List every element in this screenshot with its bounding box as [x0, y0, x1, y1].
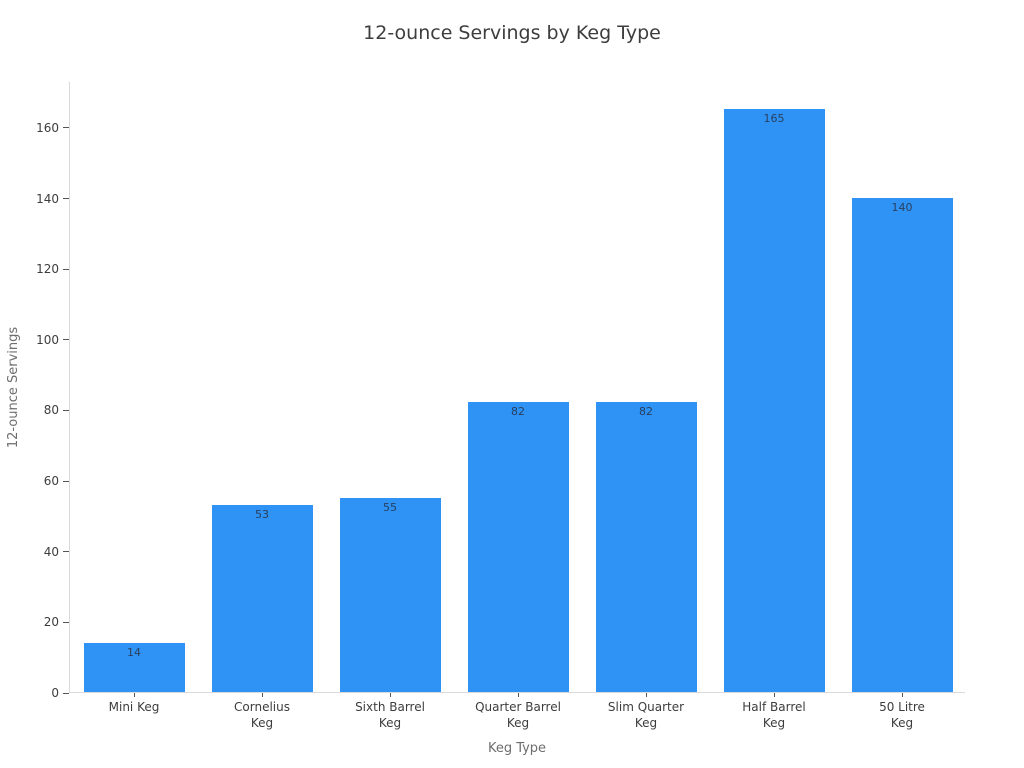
x-tick-label: Slim Quarter Keg — [607, 700, 685, 730]
x-tick-mark — [645, 693, 647, 697]
y-tick-mark — [63, 127, 69, 129]
y-tick-label: 60 — [43, 474, 59, 489]
bar-mini-keg: 14 — [83, 642, 185, 692]
x-tick-mark — [389, 693, 391, 697]
bar-slim-quarter-keg: 82 — [595, 402, 697, 692]
bar-quarter-barrel-keg: 82 — [467, 402, 569, 692]
bar-value-label: 165 — [763, 112, 785, 126]
y-axis-title-wrap: 12-ounce Servings — [0, 82, 28, 693]
y-tick-mark — [63, 621, 69, 623]
y-tick-label: 80 — [43, 403, 59, 418]
bar-value-label: 82 — [511, 405, 525, 419]
x-tick-mark — [133, 693, 135, 697]
x-tick-mark — [773, 693, 775, 697]
x-tick-label: 50 Litre Keg — [879, 700, 925, 730]
y-tick-label: 100 — [36, 332, 59, 347]
y-tick-label: 160 — [36, 120, 59, 135]
x-tick-mark — [517, 693, 519, 697]
x-tick-mark — [261, 693, 263, 697]
y-tick-label: 20 — [43, 615, 59, 630]
bar-value-label: 82 — [639, 405, 653, 419]
bar-value-label: 14 — [127, 645, 141, 659]
y-tick-mark — [63, 339, 69, 341]
y-tick-mark — [63, 268, 69, 270]
x-tick-label: Sixth Barrel Keg — [355, 700, 425, 730]
bar-half-barrel-keg: 165 — [723, 109, 825, 692]
chart-title: 12-ounce Servings by Keg Type — [363, 22, 661, 44]
x-axis-title: Keg Type — [487, 741, 547, 756]
y-tick-mark — [63, 198, 69, 200]
x-tick-mark — [901, 693, 903, 697]
y-tick-label: 120 — [36, 262, 59, 277]
bar-value-label: 55 — [383, 500, 397, 514]
bar-value-label: 140 — [891, 200, 913, 214]
bar-sixth-barrel-keg: 55 — [339, 497, 441, 692]
bar-value-label: 53 — [255, 507, 269, 521]
x-tick-label: Cornelius Keg — [234, 700, 290, 730]
x-tick-label: Half Barrel Keg — [742, 700, 806, 730]
y-tick-label: 40 — [43, 544, 59, 559]
x-tick-label: Quarter Barrel Keg — [475, 700, 561, 730]
y-tick-label: 140 — [36, 191, 59, 206]
y-tick-mark — [63, 551, 69, 553]
y-tick-label: 0 — [51, 686, 59, 700]
x-tick-label: Mini Keg — [108, 700, 160, 714]
bar-50-litre-keg: 140 — [851, 197, 953, 692]
y-tick-mark — [63, 409, 69, 411]
y-tick-mark — [63, 480, 69, 482]
y-tick-mark — [63, 692, 69, 694]
plot-area: 0 20 40 60 80 100 120 140 160 14 53 55 82 82 165 140 Min… — [36, 82, 965, 730]
bar-cornelius-keg: 53 — [211, 504, 313, 692]
